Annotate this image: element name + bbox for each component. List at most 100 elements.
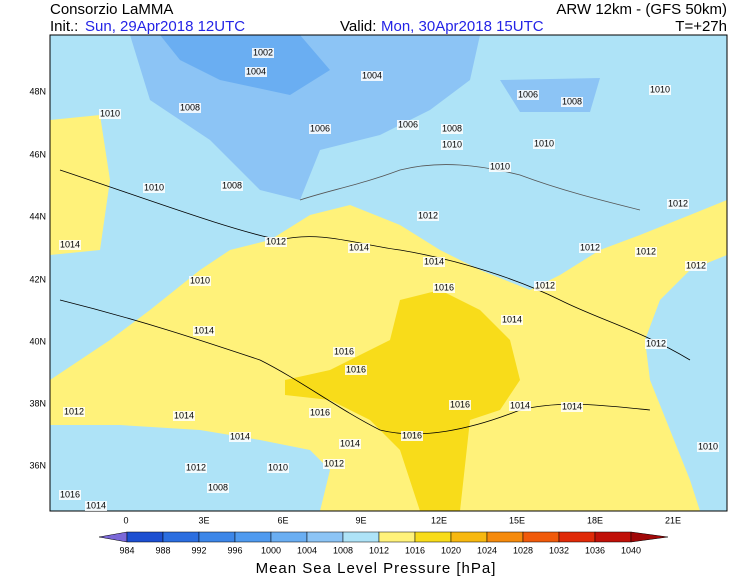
isobar-label-bg bbox=[143, 183, 165, 193]
isobar-label: 1010 bbox=[190, 275, 210, 285]
isobar-label-bg bbox=[579, 243, 601, 253]
isobar-label-bg bbox=[433, 283, 455, 293]
isobar-label: 1016 bbox=[450, 399, 470, 409]
lat-label: 42N bbox=[29, 274, 46, 284]
isobar-label: 1010 bbox=[144, 182, 164, 192]
init-label: Init.: bbox=[50, 18, 78, 35]
isobar-label: 1016 bbox=[402, 430, 422, 440]
colorbar-high bbox=[630, 531, 669, 543]
lon-label: 0 bbox=[123, 515, 128, 525]
isobar-label: 1014 bbox=[340, 438, 360, 448]
isobar-label: 1012 bbox=[646, 338, 666, 348]
colorbar-segment bbox=[414, 531, 452, 543]
isobar-label: 1010 bbox=[490, 161, 510, 171]
colorbar-label: 988 bbox=[155, 545, 170, 555]
isobar-label-bg bbox=[361, 71, 383, 81]
isobar-label: 1010 bbox=[442, 139, 462, 149]
isobar-label: 1014 bbox=[510, 400, 530, 410]
isobar-label-bg bbox=[517, 90, 539, 100]
isobar-label-bg bbox=[193, 326, 215, 336]
isobar-label-bg bbox=[685, 261, 707, 271]
lon-label: 15E bbox=[509, 515, 525, 525]
title: Consorzio LaMMA bbox=[50, 1, 173, 18]
isobar-label-bg bbox=[179, 103, 201, 113]
isobar-label: 1016 bbox=[346, 364, 366, 374]
isobar-label-bg bbox=[339, 439, 361, 449]
isobar-label: 1012 bbox=[64, 406, 84, 416]
isobar-label-bg bbox=[417, 211, 439, 221]
isobar-label: 1006 bbox=[310, 123, 330, 133]
isobar-label: 1010 bbox=[268, 462, 288, 472]
colorbar-segment bbox=[162, 531, 200, 543]
lon-label: 18E bbox=[587, 515, 603, 525]
isobar-label: 1012 bbox=[324, 458, 344, 468]
isobar-label: 1014 bbox=[349, 242, 369, 252]
isobar-label: 1014 bbox=[60, 239, 80, 249]
area-1016 bbox=[285, 290, 520, 511]
colorbar-segment bbox=[450, 531, 488, 543]
colorbar-label: 1004 bbox=[297, 545, 317, 555]
isobar-label: 1010 bbox=[650, 84, 670, 94]
lead-time: T=+27h bbox=[675, 18, 727, 35]
colorbar-label: 1040 bbox=[621, 545, 641, 555]
colorbar-label: 1028 bbox=[513, 545, 533, 555]
isobar-label-bg bbox=[59, 240, 81, 250]
map bbox=[49, 34, 728, 512]
lon-label: 12E bbox=[431, 515, 447, 525]
colorbar-label: 1032 bbox=[549, 545, 569, 555]
isobar-label: 1014 bbox=[86, 500, 106, 510]
isobar-label-bg bbox=[207, 483, 229, 493]
isobar-label: 1010 bbox=[534, 138, 554, 148]
lat-label: 38N bbox=[29, 398, 46, 408]
map-frame bbox=[49, 34, 728, 512]
isobar-label: 1016 bbox=[434, 282, 454, 292]
colorbar-label: 1000 bbox=[261, 545, 281, 555]
isobar-label: 1012 bbox=[535, 280, 555, 290]
isobar-label: 1014 bbox=[424, 256, 444, 266]
isobar-label-bg bbox=[401, 431, 423, 441]
isobar-label: 1008 bbox=[222, 180, 242, 190]
isobar-label-bg bbox=[265, 237, 287, 247]
lat-label: 40N bbox=[29, 336, 46, 346]
area-1012-west bbox=[50, 115, 110, 255]
colorbar-segment bbox=[306, 531, 344, 543]
isobar-label-bg bbox=[309, 408, 331, 418]
isobar-label-bg bbox=[423, 257, 445, 267]
isobar-label-bg bbox=[509, 401, 531, 411]
isobar-label-bg bbox=[63, 407, 85, 417]
colorbar-segment bbox=[342, 531, 380, 543]
colorbar-label: 1024 bbox=[477, 545, 497, 555]
isobar-label: 1008 bbox=[562, 96, 582, 106]
isobar-label-bg bbox=[59, 490, 81, 500]
colorbar-segment bbox=[594, 531, 632, 543]
isobar-label: 1006 bbox=[518, 89, 538, 99]
colorbar-segment bbox=[486, 531, 524, 543]
colorbar-title: Mean Sea Level Pressure [hPa] bbox=[256, 560, 497, 577]
valid-label: Valid: bbox=[340, 18, 376, 35]
isobar-label: 1004 bbox=[362, 70, 382, 80]
colorbar-label: 992 bbox=[191, 545, 206, 555]
isobar-label: 1012 bbox=[418, 210, 438, 220]
colorbar-segment bbox=[270, 531, 308, 543]
colorbar-label: 1016 bbox=[405, 545, 425, 555]
isobar-label: 1014 bbox=[194, 325, 214, 335]
colorbar-segment bbox=[522, 531, 560, 543]
isobar-label: 1012 bbox=[686, 260, 706, 270]
isobar-label: 1008 bbox=[442, 123, 462, 133]
isobar-label: 1012 bbox=[186, 462, 206, 472]
lon-label: 3E bbox=[198, 515, 209, 525]
isobar bbox=[59, 169, 691, 361]
lon-label: 21E bbox=[665, 515, 681, 525]
isobar-label: 1002 bbox=[253, 47, 273, 57]
isobar-label: 1012 bbox=[636, 246, 656, 256]
isobar-label-bg bbox=[267, 463, 289, 473]
isobar-label: 1008 bbox=[208, 482, 228, 492]
isobar-label-bg bbox=[561, 97, 583, 107]
init: Sun, 29Apr2018 12UTC bbox=[85, 18, 245, 35]
isobar-label-bg bbox=[534, 281, 556, 291]
isobar-label-bg bbox=[489, 162, 511, 172]
valid: Mon, 30Apr2018 15UTC bbox=[381, 18, 544, 35]
colorbar-segment bbox=[234, 531, 272, 543]
isobar-label-bg bbox=[345, 365, 367, 375]
